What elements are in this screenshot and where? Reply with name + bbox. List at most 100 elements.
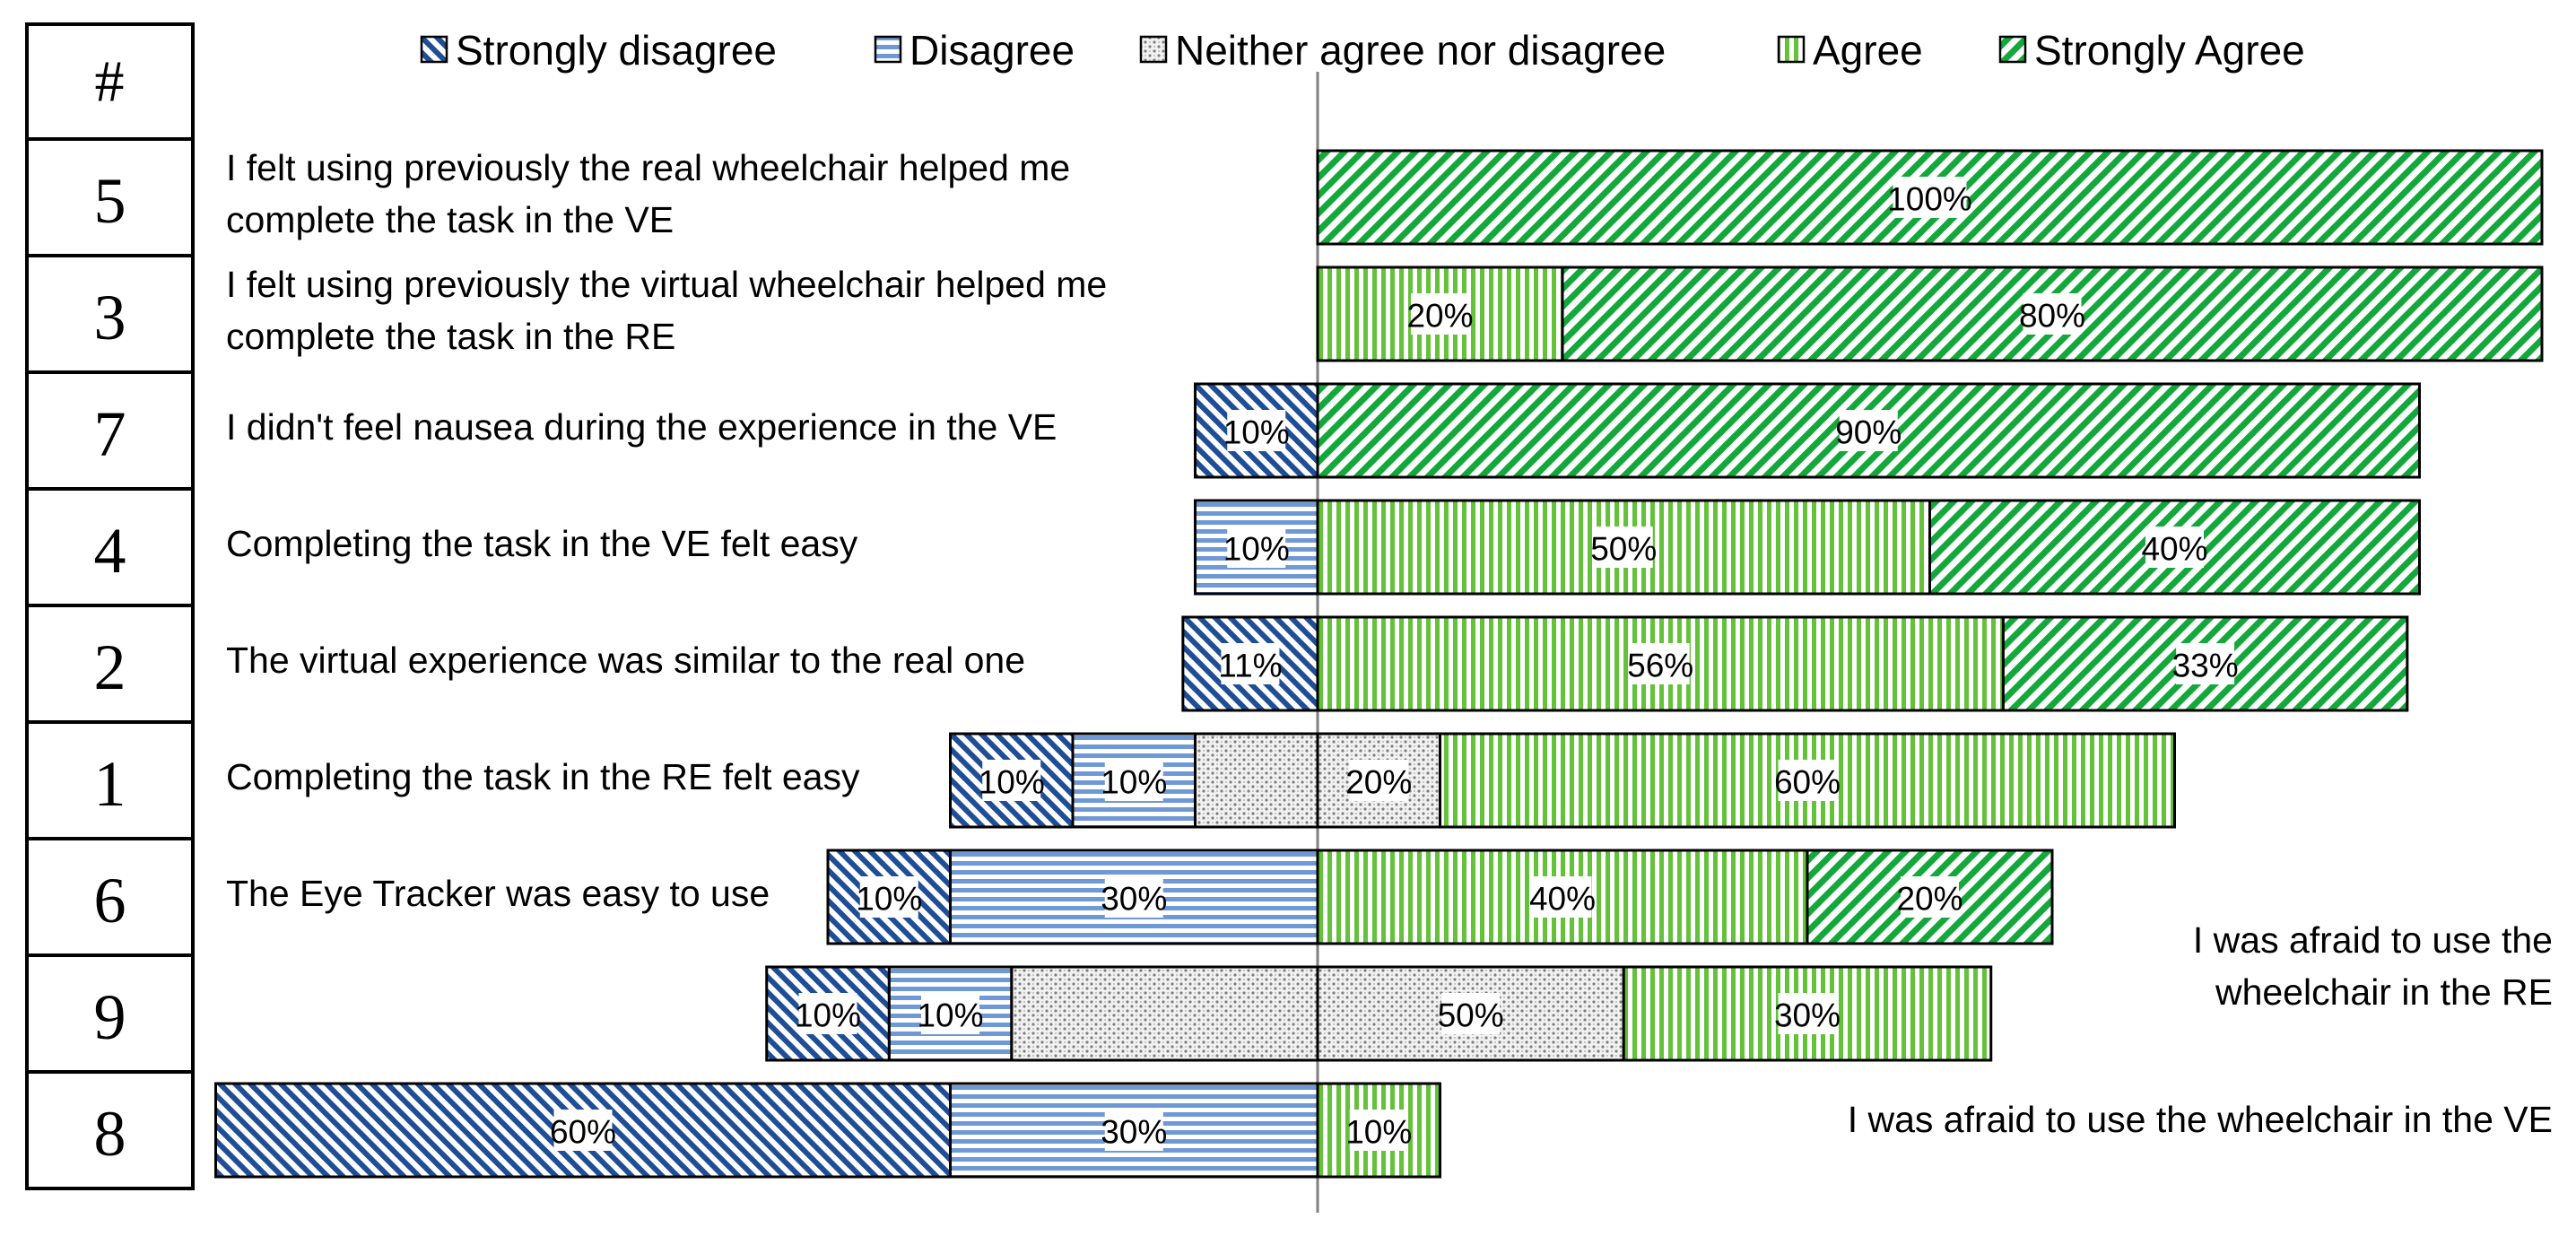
statement-label: complete the task in the VE xyxy=(226,199,674,240)
legend-swatch-n xyxy=(1139,35,1168,64)
svg-text:50%: 50% xyxy=(1438,997,1504,1034)
index-number: 9 xyxy=(94,981,126,1053)
statement-label: I was afraid to use the xyxy=(2193,919,2553,961)
bar-segment-n-left xyxy=(1194,732,1319,829)
legend-swatch-sa xyxy=(1998,35,2027,64)
svg-text:10%: 10% xyxy=(1223,531,1290,568)
svg-text:50%: 50% xyxy=(1590,531,1657,568)
svg-text:10%: 10% xyxy=(979,764,1045,801)
data-label-sa: 80% xyxy=(2019,293,2085,335)
data-label-n: 20% xyxy=(1345,760,1412,801)
svg-text:10%: 10% xyxy=(1101,764,1167,801)
row-4: 4 10% 50% 40% Completing the task in the VE … xyxy=(25,487,2421,607)
index-cell xyxy=(25,837,195,957)
rows: 5 100% I felt using previously the real wh… xyxy=(25,137,2553,1190)
svg-text:90%: 90% xyxy=(1835,414,1902,451)
svg-text:10%: 10% xyxy=(1223,414,1290,451)
index-number: 7 xyxy=(94,398,126,470)
legend-item-a: Agree xyxy=(1777,27,1923,74)
data-label-sd: 10% xyxy=(795,993,861,1034)
index-cell xyxy=(25,953,195,1074)
data-label-sd: 10% xyxy=(1223,410,1290,451)
svg-text:10%: 10% xyxy=(795,997,861,1034)
statement-label: wheelchair in the RE xyxy=(2215,971,2553,1013)
legend-label-sd: Strongly disagree xyxy=(456,27,777,74)
statement-label: I felt using previously the virtual whee… xyxy=(226,264,1107,305)
svg-text:33%: 33% xyxy=(2172,648,2239,684)
index-number: 5 xyxy=(94,165,126,237)
svg-text:10%: 10% xyxy=(1345,1114,1412,1151)
statement-label: I didn't feel nausea during the experien… xyxy=(226,406,1057,448)
row-2: 2 11% 56% 33% The virtual experience was sim… xyxy=(25,604,2409,724)
index-header-cell xyxy=(25,22,195,141)
bar-segment-sd xyxy=(949,732,1075,829)
index-cell xyxy=(25,1070,195,1190)
data-label-sa: 40% xyxy=(2141,527,2208,568)
svg-text:10%: 10% xyxy=(917,997,983,1034)
legend-swatch-d xyxy=(874,35,902,64)
svg-text:80%: 80% xyxy=(2019,298,2085,335)
statement-label: Completing the task in the VE felt easy xyxy=(226,523,858,564)
index-number: 6 xyxy=(94,865,126,936)
svg-text:40%: 40% xyxy=(1529,881,1596,918)
index-header: # xyxy=(95,49,125,115)
legend-label-a: Agree xyxy=(1813,27,1923,74)
index-number: 3 xyxy=(94,282,126,353)
index-number: 8 xyxy=(94,1098,126,1170)
svg-text:100%: 100% xyxy=(1887,181,1972,218)
legend-item-n: Neither agree nor disagree xyxy=(1139,27,1666,74)
index-number: 2 xyxy=(94,631,126,703)
bar-segment-n-left xyxy=(1010,965,1319,1062)
svg-text:20%: 20% xyxy=(1896,881,1962,918)
svg-text:60%: 60% xyxy=(550,1114,616,1151)
row-9: 9 10% 10% 50% 30% I was afraid to use the whee… xyxy=(25,919,2553,1074)
svg-text:30%: 30% xyxy=(1774,997,1841,1034)
index-column: # xyxy=(25,22,195,141)
data-label-sd: 60% xyxy=(550,1110,616,1151)
row-8: 8 30% 60% 10% I was afraid to use the wheelc… xyxy=(25,1070,2553,1190)
data-label-a: 20% xyxy=(1406,293,1474,335)
index-number: 1 xyxy=(94,748,126,820)
svg-text:30%: 30% xyxy=(1101,1114,1167,1151)
data-label-d: 10% xyxy=(1101,760,1167,801)
index-number: 4 xyxy=(94,515,126,587)
data-label-sd: 10% xyxy=(979,760,1045,801)
data-label-sd: 10% xyxy=(856,876,922,918)
row-5: 5 100% I felt using previously the real wh… xyxy=(25,137,2544,257)
index-cell xyxy=(25,370,195,491)
data-label-d: 10% xyxy=(917,993,984,1034)
legend-swatch-sd xyxy=(420,35,448,64)
statement-label: I felt using previously the real wheelch… xyxy=(226,147,1070,188)
row-6: 6 30% 10% 40% 20% The Eye Tracker was easy to… xyxy=(25,837,2054,957)
statement-label: I was afraid to use the wheelchair in th… xyxy=(1848,1099,2553,1140)
svg-text:20%: 20% xyxy=(1406,298,1473,335)
data-label-a: 30% xyxy=(1774,993,1841,1034)
data-label-a: 56% xyxy=(1627,643,1693,684)
svg-text:30%: 30% xyxy=(1101,881,1167,918)
data-label-sa: 90% xyxy=(1835,410,1902,451)
svg-text:40%: 40% xyxy=(2141,531,2207,568)
legend-swatch-a xyxy=(1777,35,1806,64)
row-1: 1 10% 10% 20% 60% Completing the task in the … xyxy=(25,720,2176,840)
index-cell xyxy=(25,487,195,607)
legend-item-sa: Strongly Agree xyxy=(1998,27,2305,74)
data-label-sd: 11% xyxy=(1218,643,1283,684)
legend-label-d: Disagree xyxy=(909,27,1075,74)
statement-label: The Eye Tracker was easy to use xyxy=(226,873,770,914)
index-cell xyxy=(25,254,195,374)
data-label-d: 10% xyxy=(1223,527,1290,568)
index-cell xyxy=(25,137,195,257)
index-cell xyxy=(25,604,195,724)
row-7: 7 10% 90% I didn't feel nausea during the e… xyxy=(25,370,2421,491)
legend-item-sd: Strongly disagree xyxy=(420,27,777,74)
data-label-a: 40% xyxy=(1529,876,1596,918)
svg-text:11%: 11% xyxy=(1218,648,1282,684)
legend-label-n: Neither agree nor disagree xyxy=(1175,27,1666,74)
svg-text:10%: 10% xyxy=(856,881,922,918)
row-3: 3 20% 80% I felt using previously the virtu… xyxy=(25,254,2544,374)
legend: Strongly disagree Disagree Neither agree n… xyxy=(420,27,2305,74)
data-label-sa: 100% xyxy=(1887,177,1972,218)
svg-text:56%: 56% xyxy=(1627,648,1693,684)
statement-label: complete the task in the RE xyxy=(226,316,675,357)
